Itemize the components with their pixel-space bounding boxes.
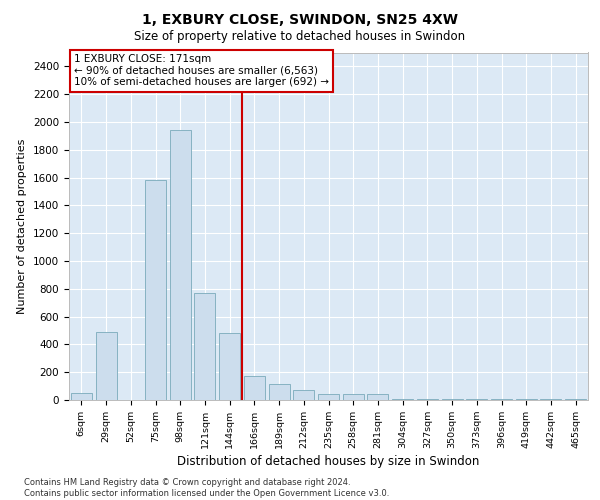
Bar: [343, 394, 364, 400]
X-axis label: Distribution of detached houses by size in Swindon: Distribution of detached houses by size …: [178, 455, 479, 468]
Bar: [318, 394, 339, 400]
Text: 1 EXBURY CLOSE: 171sqm
← 90% of detached houses are smaller (6,563)
10% of semi-: 1 EXBURY CLOSE: 171sqm ← 90% of detached…: [74, 54, 329, 88]
Bar: [170, 130, 191, 400]
Text: Size of property relative to detached houses in Swindon: Size of property relative to detached ho…: [134, 30, 466, 43]
Bar: [194, 293, 215, 400]
Bar: [244, 376, 265, 400]
Bar: [95, 332, 116, 400]
Bar: [71, 393, 92, 400]
Bar: [293, 390, 314, 400]
Bar: [269, 384, 290, 400]
Bar: [145, 180, 166, 400]
Bar: [367, 394, 388, 400]
Text: Contains HM Land Registry data © Crown copyright and database right 2024.
Contai: Contains HM Land Registry data © Crown c…: [24, 478, 389, 498]
Y-axis label: Number of detached properties: Number of detached properties: [17, 138, 28, 314]
Text: 1, EXBURY CLOSE, SWINDON, SN25 4XW: 1, EXBURY CLOSE, SWINDON, SN25 4XW: [142, 12, 458, 26]
Bar: [219, 334, 240, 400]
